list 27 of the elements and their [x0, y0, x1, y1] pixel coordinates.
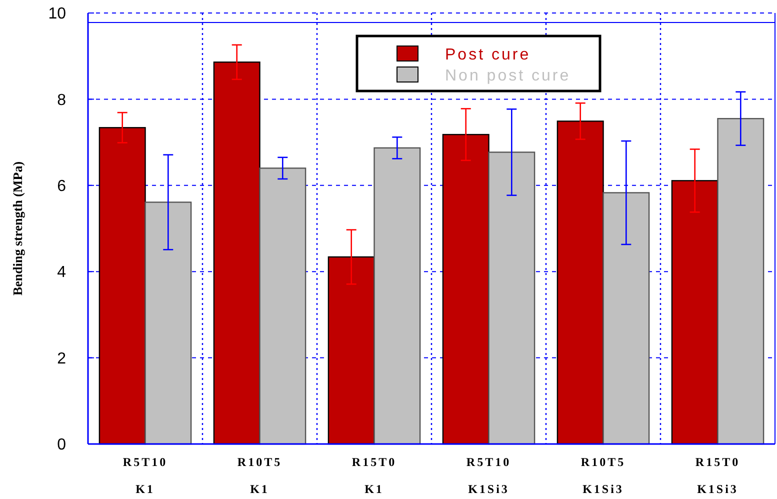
bar — [442, 134, 490, 445]
bar — [671, 180, 718, 445]
bar — [556, 120, 604, 445]
y-tick-label: 0 — [57, 436, 66, 454]
legend-label: Post cure — [445, 46, 531, 64]
x-tick-label: R5T10 K1Si3 — [466, 455, 512, 496]
x-tick-label: R5T10 K1 — [122, 455, 168, 496]
y-axis-title: Bending strength (MPa) — [10, 161, 25, 296]
y-tick-label: 4 — [57, 264, 66, 282]
bar — [213, 62, 260, 445]
bar — [717, 118, 764, 445]
bar — [374, 147, 421, 445]
y-tick-label: 2 — [57, 350, 66, 368]
bar — [98, 127, 146, 445]
bar — [488, 152, 536, 445]
bar — [259, 168, 306, 445]
x-tick-label: R15T0 K1 — [352, 455, 397, 496]
bar — [602, 192, 650, 445]
x-tick-label: R15T0 K1Si3 — [695, 455, 740, 496]
legend-label: Non post cure — [445, 68, 571, 85]
bar — [144, 202, 192, 445]
y-tick-label: 10 — [48, 6, 66, 23]
y-tick-label: 6 — [57, 178, 66, 195]
x-tick-label: R10T5 K1 — [237, 455, 282, 496]
x-tick-label: R10T5 K1Si3 — [580, 455, 626, 496]
bar — [328, 256, 375, 445]
y-tick-label: 8 — [57, 92, 66, 109]
